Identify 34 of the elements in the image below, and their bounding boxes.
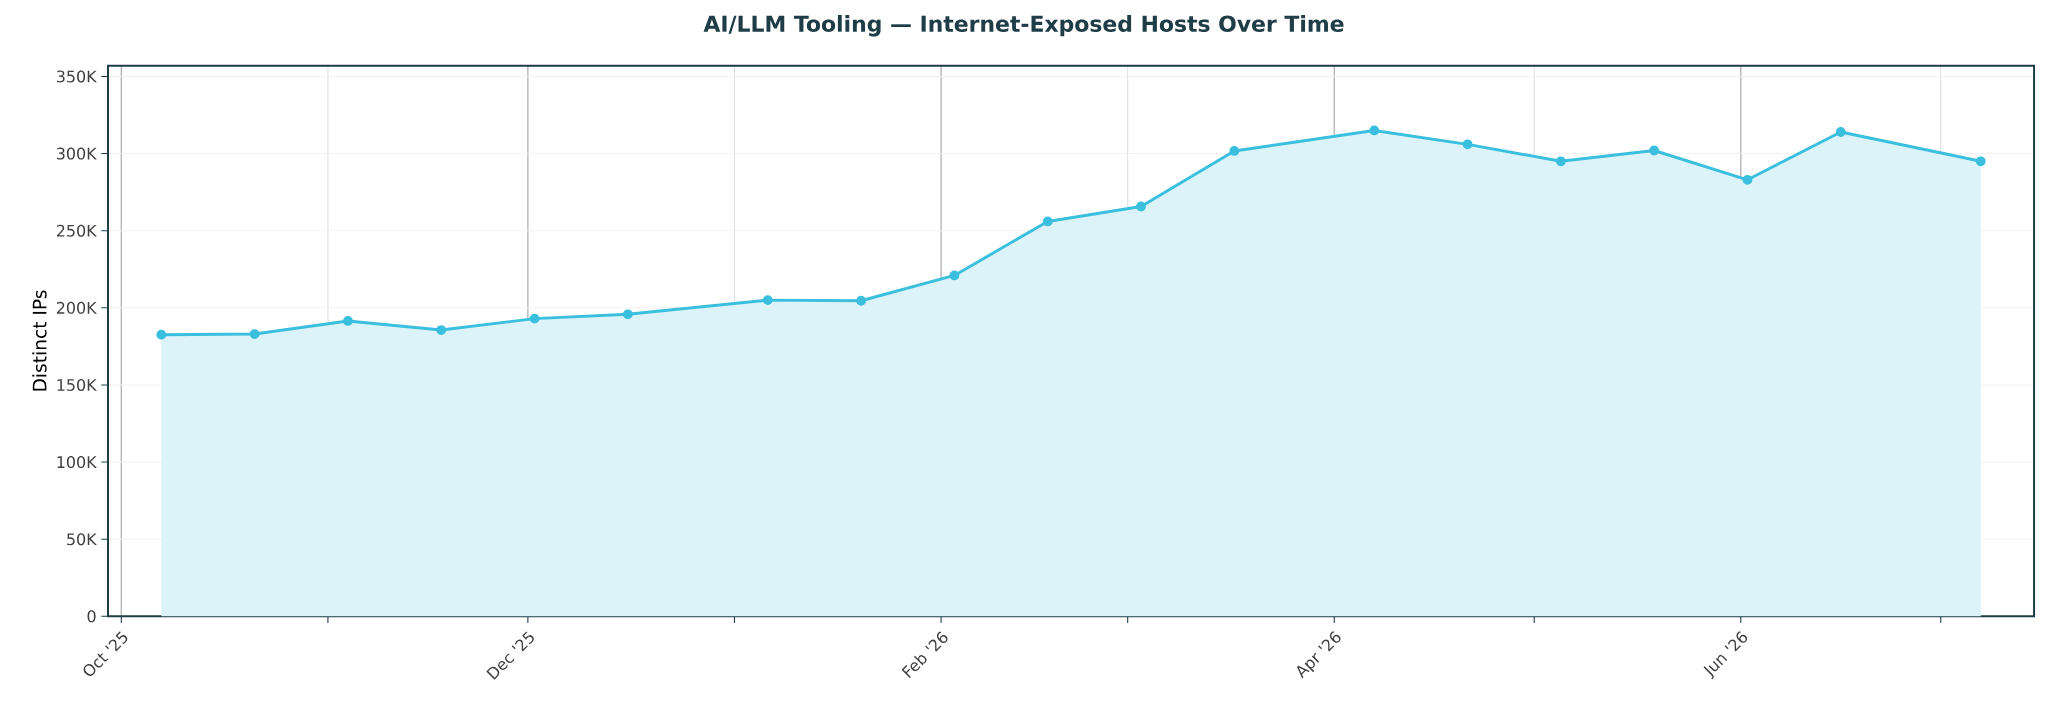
point (1136, 201, 1146, 212)
point (436, 325, 447, 335)
x-tick-label: Feb '26 (901, 631, 948, 679)
x-tick-label: Apr '26 (1297, 631, 1341, 679)
point (1042, 216, 1053, 227)
y-tick-label: 50K (67, 533, 97, 546)
chart-title: AI/LLM Tooling — Internet-Exposed Hosts Over Time (703, 15, 1344, 37)
point (1229, 146, 1240, 156)
y-tick-label: 250K (56, 224, 97, 237)
point (1975, 156, 1986, 167)
point (1649, 145, 1660, 156)
point (1555, 156, 1566, 167)
point (1835, 127, 1846, 137)
y-tick-label: 150K (57, 378, 97, 391)
point (622, 309, 633, 320)
y-tick-label: 100K (57, 456, 97, 469)
x-tick-label: Dec '25 (486, 631, 534, 680)
point (156, 329, 167, 340)
y-axis-title: Distinct IPs (32, 290, 47, 391)
point (1462, 139, 1473, 150)
point (949, 270, 960, 281)
y-tick-label: 200K (56, 301, 97, 314)
point (762, 295, 773, 306)
x-tick-label: Oct '25 (83, 631, 128, 676)
point (343, 316, 353, 326)
point (529, 313, 540, 324)
point (1369, 125, 1380, 136)
point (249, 329, 260, 339)
point (856, 295, 867, 306)
x-tick-label: Jun '26 (1703, 631, 1748, 680)
y-tick-label: 350K (56, 70, 97, 83)
y-tick-label: 300K (56, 147, 97, 160)
y-tick-label: 0 (87, 610, 96, 623)
point (1742, 174, 1753, 185)
